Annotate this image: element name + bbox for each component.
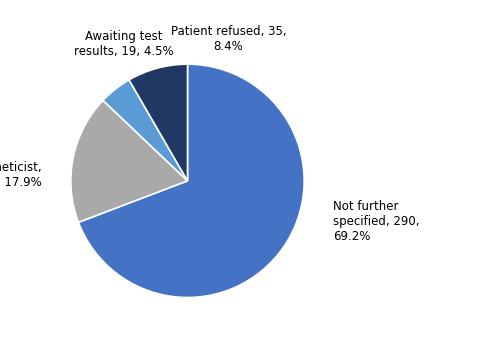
Wedge shape — [71, 100, 188, 222]
Text: Patient refused, 35,
8.4%: Patient refused, 35, 8.4% — [170, 25, 286, 52]
Wedge shape — [103, 80, 188, 181]
Text: Not further
specified, 290,
69.2%: Not further specified, 290, 69.2% — [334, 200, 420, 243]
Text: Awaiting geneticist,
75, 17.9%: Awaiting geneticist, 75, 17.9% — [0, 161, 42, 189]
Text: Awaiting test
results, 19, 4.5%: Awaiting test results, 19, 4.5% — [74, 30, 173, 58]
Wedge shape — [78, 64, 304, 298]
Wedge shape — [129, 64, 188, 181]
